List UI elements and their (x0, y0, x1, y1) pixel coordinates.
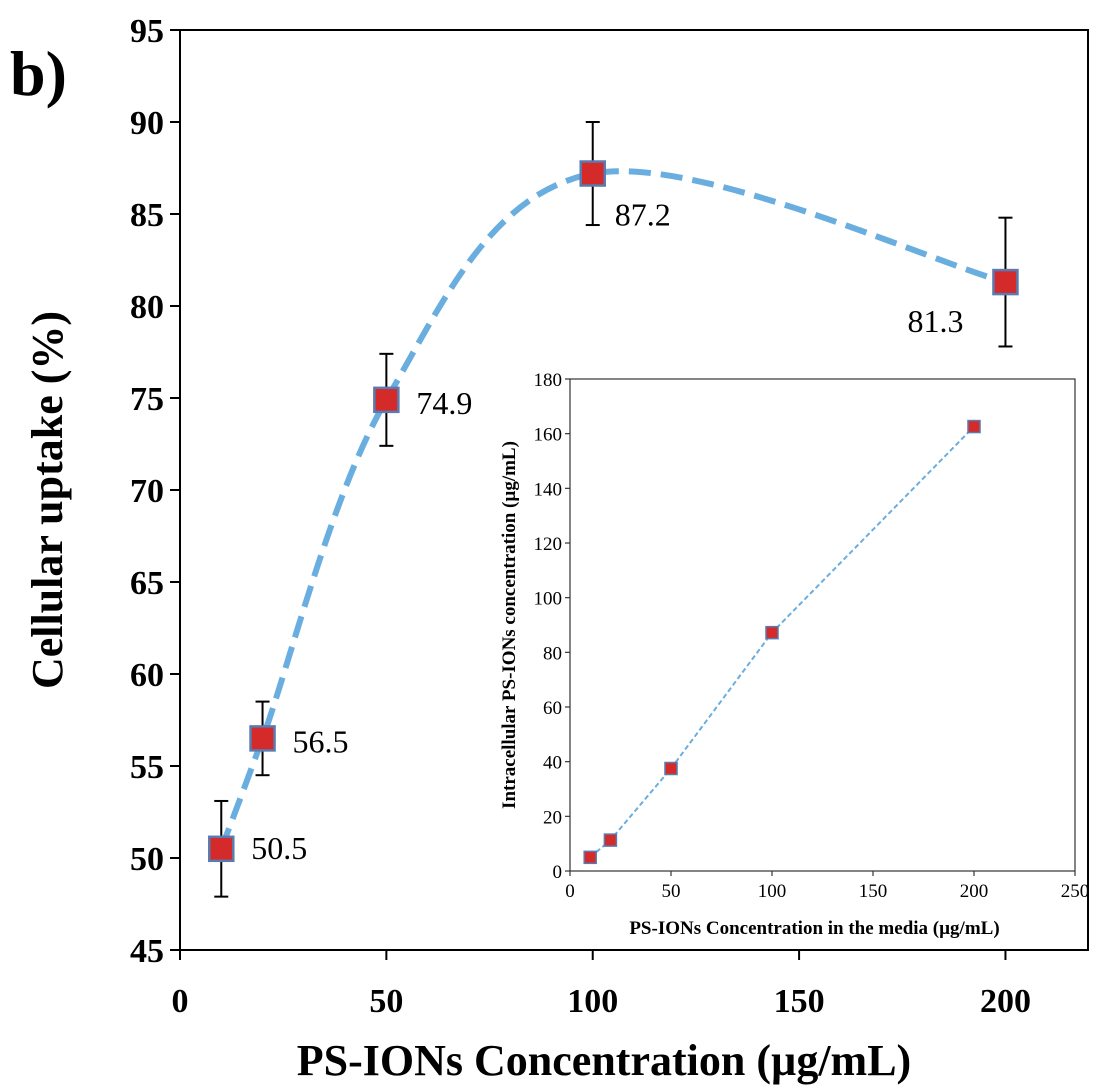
main-data-label: 87.2 (615, 197, 671, 233)
inset-y-tick-label: 20 (543, 807, 562, 828)
inset-x-tick-label: 100 (758, 881, 787, 902)
inset-y-tick-label: 120 (534, 534, 563, 555)
main-y-tick-label: 65 (130, 565, 164, 602)
main-x-axis-label: PS-IONs Concentration (µg/mL) (297, 1036, 911, 1085)
main-y-tick-label: 50 (130, 841, 164, 878)
main-data-point (992, 268, 1019, 296)
main-x-axis: 0 50 100 150 200 (172, 950, 1031, 1020)
inset-data-point (603, 833, 618, 847)
main-data-point (579, 160, 606, 187)
main-data-label: 50.5 (251, 830, 307, 866)
inset-data-point (967, 419, 981, 434)
inset-y-tick-label: 180 (534, 370, 563, 391)
main-data-point (208, 835, 235, 863)
main-x-tick-label: 150 (774, 983, 825, 1020)
main-y-axis: 45 50 55 60 65 70 75 80 85 90 95 (130, 13, 180, 970)
inset-x-tick-label: 250 (1061, 881, 1090, 902)
main-x-tick-label: 200 (980, 983, 1031, 1020)
main-y-tick-label: 55 (130, 749, 164, 786)
main-y-tick-label: 90 (130, 105, 164, 142)
inset-x-axis-label: PS-IONs Concentration in the media (µg/m… (629, 918, 999, 939)
main-data-point (373, 386, 400, 414)
inset-y-tick-label: 160 (534, 425, 563, 446)
main-y-tick-label: 80 (130, 289, 164, 326)
inset-data-point (583, 850, 597, 865)
main-x-tick-label: 50 (369, 983, 403, 1020)
main-y-tick-label: 45 (130, 933, 164, 970)
main-y-tick-label: 70 (130, 473, 164, 510)
inset-y-axis: 0 20 40 60 80 100 120 140 160 180 (534, 370, 570, 883)
main-x-tick-label: 100 (567, 983, 618, 1020)
inset-y-tick-label: 140 (534, 479, 563, 500)
main-y-tick-label: 85 (130, 197, 164, 234)
inset-y-tick-label: 80 (543, 643, 562, 664)
main-data-labels: 50.5 56.5 74.9 87.2 81.3 (251, 197, 963, 866)
inset-data-point (765, 625, 779, 640)
main-y-axis-label: Cellular uptake (%) (23, 311, 72, 689)
inset-x-tick-label: 0 (565, 881, 575, 902)
inset-markers (583, 419, 981, 865)
inset-y-tick-label: 60 (543, 698, 562, 719)
main-markers (208, 160, 1019, 863)
inset-plot-frame (569, 378, 1076, 872)
main-data-point (249, 725, 276, 752)
main-y-tick-label: 60 (130, 657, 164, 694)
main-data-label: 81.3 (907, 303, 963, 339)
inset-x-tick-label: 150 (859, 881, 888, 902)
inset-x-tick-label: 50 (662, 881, 681, 902)
inset-y-tick-label: 100 (534, 589, 563, 610)
inset-x-tick-label: 200 (960, 881, 989, 902)
main-data-label: 74.9 (416, 385, 472, 421)
inset-y-tick-label: 0 (553, 862, 563, 883)
main-data-label: 56.5 (293, 723, 349, 759)
panel-label: b) (10, 38, 67, 109)
main-y-tick-label: 75 (130, 381, 164, 418)
main-x-tick-label: 0 (172, 983, 189, 1020)
inset-y-axis-label: Intracellular PS-IONs concentration (µg/… (499, 441, 520, 809)
inset-x-axis: 0 50 100 150 200 250 (565, 871, 1089, 902)
inset-background (490, 360, 1086, 945)
inset-data-point (664, 761, 678, 776)
inset-y-tick-label: 40 (543, 753, 562, 774)
main-y-tick-label: 95 (130, 13, 164, 50)
